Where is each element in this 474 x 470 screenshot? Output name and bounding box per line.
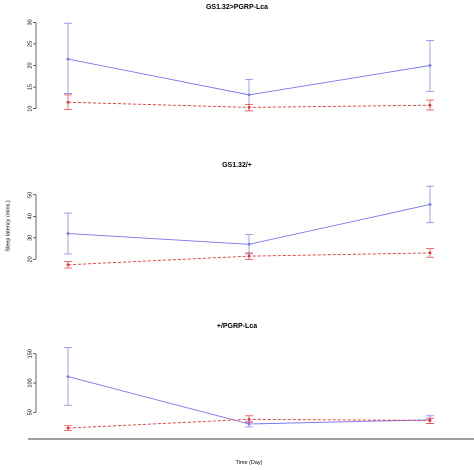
panel-title: +/PGRP-Lca (217, 323, 257, 330)
y-tick-label: 150 (27, 349, 33, 358)
y-tick-label: 100 (27, 378, 33, 387)
data-point (66, 426, 70, 430)
panel-title: GS1.32/+ (222, 162, 252, 169)
data-point (428, 419, 432, 422)
data-point (428, 103, 432, 107)
data-point (247, 93, 251, 97)
y-tick-label: 30 (27, 235, 33, 241)
y-tick-label: 15 (27, 84, 33, 90)
data-point (66, 100, 70, 104)
y-tick-label: 30 (27, 19, 33, 25)
y-tick-label: 40 (27, 213, 33, 219)
data-point (247, 105, 251, 109)
panel-2: GS1.32/+ 20 30 40 50 (27, 162, 434, 269)
data-point (428, 203, 432, 206)
panel-title: GS1.32>PGRP-Lca (206, 4, 268, 11)
data-point (247, 242, 251, 246)
y-axis-label: Sleep latency (mins.) (5, 200, 11, 252)
data-point (247, 422, 251, 426)
data-point (247, 254, 251, 258)
y-tick-label: 50 (27, 192, 33, 198)
data-point (66, 232, 70, 235)
data-point (428, 251, 432, 255)
x-axis-label: Time (Day) (236, 460, 263, 466)
y-tick-label: 20 (27, 256, 33, 262)
data-point (428, 64, 432, 67)
data-point (247, 417, 251, 421)
panel-1: GS1.32>PGRP-Lca 10 15 20 25 30 (27, 4, 434, 112)
panel-3: +/PGRP-Lca 50 100 150 (27, 323, 434, 431)
y-tick-label: 10 (27, 106, 33, 112)
data-point (66, 375, 70, 378)
y-tick-label: 20 (27, 62, 33, 68)
y-tick-label: 50 (27, 409, 33, 415)
y-tick-label: 25 (27, 41, 33, 47)
data-point (66, 263, 70, 267)
data-point (66, 57, 70, 61)
